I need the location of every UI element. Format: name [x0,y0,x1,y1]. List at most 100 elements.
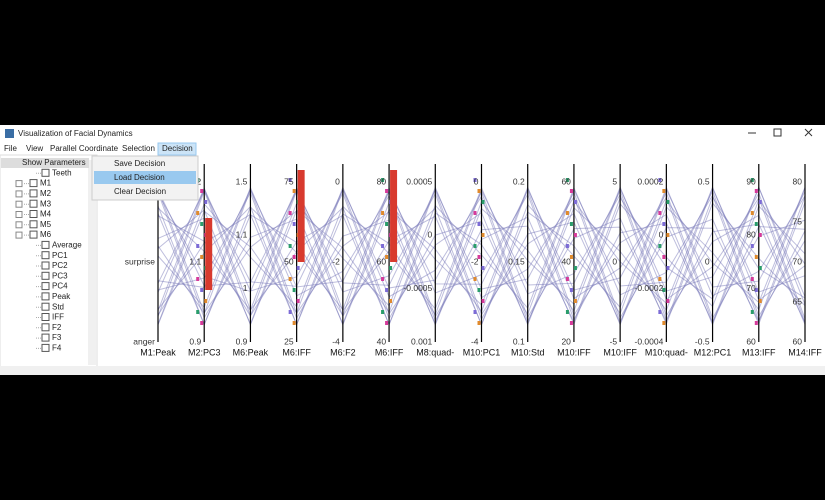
tick-label: 65 [793,296,803,306]
axis-label[interactable]: M2:PC3 [188,347,221,357]
checkbox[interactable] [41,261,50,270]
expander[interactable] [15,231,23,239]
tree-item[interactable]: F2 [52,323,62,332]
expander[interactable] [15,211,23,218]
sample-dot [666,200,670,204]
scrollbar[interactable] [88,160,96,365]
tree-item[interactable]: M1 [40,179,52,188]
tree-item[interactable]: F4 [52,344,62,353]
tree-item[interactable]: M6 [40,230,52,239]
tick-label: -0.5 [695,336,710,346]
axis-label[interactable]: M10:quad- [645,347,688,357]
checkbox[interactable] [29,189,38,198]
sample-dot [385,189,389,193]
tree-item[interactable]: PC2 [52,261,68,270]
tree-item[interactable]: Std [52,302,64,311]
tree-item[interactable]: PC4 [52,282,68,291]
tree-header [1,158,89,168]
h-scrollbar[interactable] [0,366,825,375]
checkbox[interactable] [29,230,38,239]
tree-item[interactable]: PC3 [52,271,68,280]
expander[interactable] [15,200,23,208]
sample-dot [473,178,477,182]
sample-dot [481,233,485,237]
axis-label[interactable]: M13:IFF [742,347,776,357]
sample-dot [573,266,577,270]
checkbox[interactable] [41,251,50,260]
tick-label: 80 [377,176,387,186]
axis-label[interactable]: M12:PC1 [694,347,732,357]
checkbox[interactable] [29,199,38,208]
checkbox[interactable] [41,333,50,342]
tree-item[interactable]: F3 [52,333,62,342]
axis-label[interactable]: M6:IFF [282,347,311,357]
axis-label[interactable]: M10:IFF [603,347,637,357]
checkbox[interactable] [41,282,50,291]
tree-item[interactable]: Peak [52,292,71,301]
axis-label[interactable]: M6:IFF [375,347,404,357]
axis-label[interactable]: M6:F2 [330,347,356,357]
menu-bar [0,142,825,155]
tick-label: 1.1 [236,230,248,240]
tree-item[interactable]: PC1 [52,251,68,260]
menu-item[interactable]: Decision [162,144,193,153]
maximize-button[interactable] [773,128,782,137]
tree-item[interactable]: Teeth [52,168,72,177]
checkbox[interactable] [41,343,50,352]
menu-item[interactable]: View [26,144,43,153]
checkbox[interactable] [41,271,50,280]
expander[interactable] [15,190,23,198]
tree-item[interactable]: Show Parameters [22,158,86,167]
tick-label: 80 [793,176,803,186]
checkbox[interactable] [29,210,38,218]
axis-label[interactable]: M14:IFF [788,347,822,357]
tree-item[interactable]: M4 [40,210,52,219]
checkbox[interactable] [41,302,50,311]
tree-item[interactable]: M2 [40,189,52,198]
sample-dot [381,178,385,182]
sample-dot [569,222,573,226]
menu-item[interactable]: File [4,144,17,153]
title-bar [0,125,825,142]
sample-dot [389,299,393,303]
dropdown-item[interactable]: Clear Decision [114,187,166,196]
checkbox[interactable] [29,220,38,229]
dropdown-item[interactable]: Load Decision [114,173,165,182]
axis-label[interactable]: M10:IFF [557,347,591,357]
tick-label: 40 [561,256,571,266]
tick-label: 70 [793,256,803,266]
tick-label: 0.15 [508,256,525,266]
sample-dot [473,310,477,314]
checkbox[interactable] [41,292,50,301]
tree-item[interactable]: M3 [40,199,52,208]
checkbox[interactable] [41,168,50,177]
tick-label: 25 [284,336,294,346]
axis-label[interactable]: M6:Peak [233,347,269,357]
tick-label: 60 [746,336,756,346]
checkbox[interactable] [41,313,50,321]
checkbox[interactable] [41,323,50,332]
checkbox[interactable] [29,179,38,188]
axis-label[interactable]: M10:Std [511,347,545,357]
expander[interactable] [15,221,23,229]
sample-dot [381,211,385,215]
axis-label[interactable]: M8:quad- [416,347,454,357]
axis-label[interactable]: M1:Peak [140,347,176,357]
sample-dot [477,288,481,292]
close-button[interactable] [804,128,813,137]
menu-item[interactable]: Parallel Coordinate [50,144,119,153]
tree-item[interactable]: M5 [40,220,52,229]
sample-dot [758,266,762,270]
checkbox[interactable] [41,240,50,249]
sample-dot [389,266,393,270]
expander[interactable] [15,180,23,188]
sample-dot [196,244,200,248]
tree-item[interactable]: Average [52,241,82,250]
menu-item[interactable]: Selection [122,144,155,153]
tick-label: 50 [284,256,294,266]
sample-dot [750,244,754,248]
tree-item[interactable]: IFF [52,313,64,322]
dropdown-item[interactable]: Save Decision [114,159,165,168]
axis-label[interactable]: M10:PC1 [463,347,501,357]
